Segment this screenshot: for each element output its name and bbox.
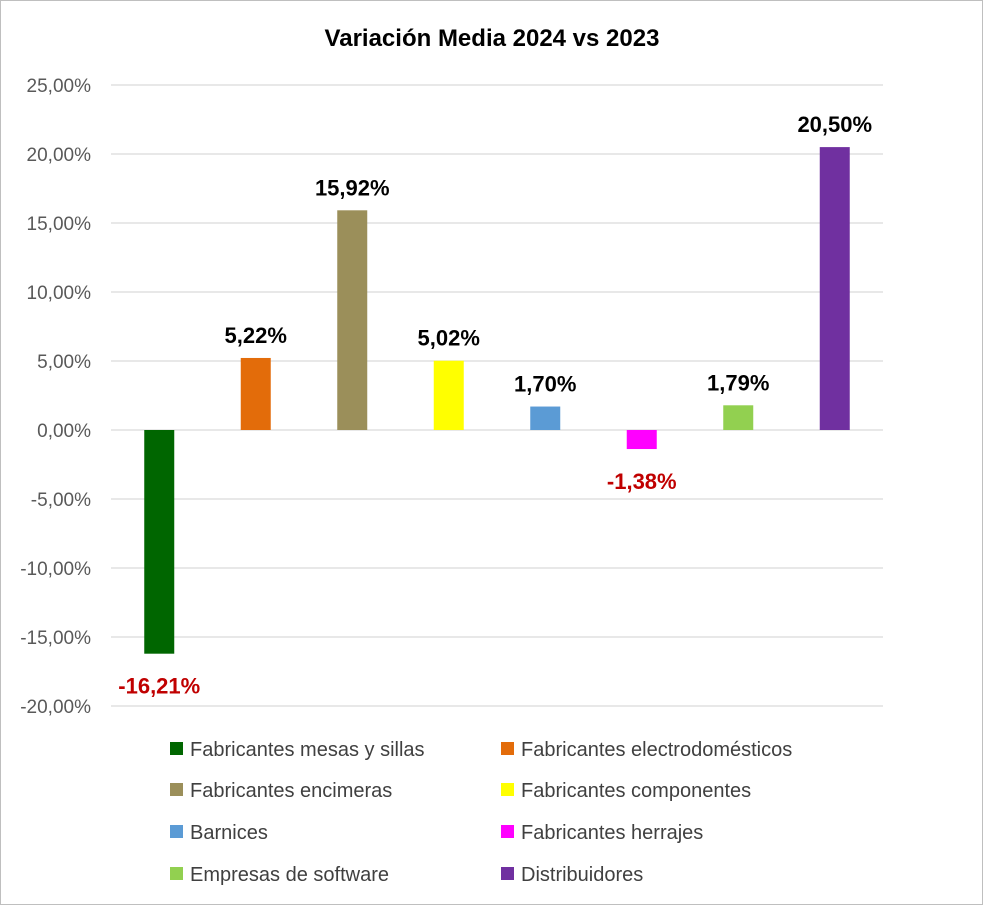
- bar: [723, 405, 754, 430]
- y-tick-label: -15,00%: [20, 628, 91, 649]
- legend-item: Fabricantes herrajes: [501, 822, 703, 844]
- legend-item: Fabricantes encimeras: [170, 780, 392, 802]
- data-label: 5,22%: [225, 323, 287, 348]
- legend-swatch: [501, 867, 514, 880]
- legend-swatch: [170, 867, 183, 880]
- bar: [530, 406, 561, 430]
- y-tick-label: -10,00%: [20, 559, 91, 580]
- legend-label: Fabricantes encimeras: [190, 780, 392, 802]
- legend-label: Fabricantes electrodomésticos: [521, 739, 792, 761]
- legend-label: Fabricantes mesas y sillas: [190, 739, 425, 761]
- bar: [240, 357, 271, 430]
- bar: [626, 430, 657, 450]
- bar: [433, 360, 464, 430]
- legend-swatch: [170, 783, 183, 796]
- data-label: 1,70%: [514, 372, 576, 397]
- legend-label: Distribuidores: [521, 864, 643, 886]
- y-tick-label: -20,00%: [20, 697, 91, 718]
- bar: [819, 147, 850, 430]
- y-tick-label: 15,00%: [27, 214, 92, 235]
- y-tick-label: 10,00%: [27, 283, 92, 304]
- legend-item: Fabricantes mesas y sillas: [170, 739, 425, 761]
- legend-swatch: [501, 742, 514, 755]
- y-axis-tick-labels: 25,00% 20,00% 15,00% 10,00% 5,00% 0,00% -5,00%…: [20, 76, 91, 718]
- data-labels: -16,21% 5,22% 15,92% 5,02% 1,70% -1,38% 1,79% 2…: [118, 112, 872, 699]
- legend-item: Empresas de software: [170, 864, 389, 886]
- bar: [144, 430, 175, 654]
- legend-label: Fabricantes herrajes: [521, 822, 703, 844]
- legend-label: Barnices: [190, 822, 268, 844]
- y-tick-label: 20,00%: [27, 145, 92, 166]
- y-tick-label: 0,00%: [37, 421, 91, 442]
- legend-swatch: [170, 825, 183, 838]
- legend-label: Empresas de software: [190, 864, 389, 886]
- data-label: -1,38%: [607, 469, 677, 494]
- y-tick-label: -5,00%: [31, 490, 91, 511]
- legend-item: Distribuidores: [501, 864, 643, 886]
- data-label: -16,21%: [118, 674, 200, 699]
- legend-item: Barnices: [170, 822, 268, 844]
- legend-label: Fabricantes componentes: [521, 780, 751, 802]
- y-tick-label: 5,00%: [37, 352, 91, 373]
- chart-title: Variación Media 2024 vs 2023: [325, 25, 660, 52]
- data-label: 5,02%: [418, 326, 480, 351]
- legend-swatch: [501, 825, 514, 838]
- y-tick-label: 25,00%: [27, 76, 92, 97]
- legend-swatch: [501, 783, 514, 796]
- legend-item: Fabricantes componentes: [501, 780, 751, 802]
- data-label: 1,79%: [707, 370, 769, 395]
- gridlines: [111, 84, 883, 707]
- legend-swatch: [170, 742, 183, 755]
- data-label: 15,92%: [315, 175, 390, 200]
- data-label: 20,50%: [797, 112, 872, 137]
- bars: [144, 147, 850, 654]
- legend: Fabricantes mesas y sillas Fabricantes el…: [170, 739, 792, 886]
- bar: [337, 210, 368, 430]
- legend-item: Fabricantes electrodomésticos: [501, 739, 792, 761]
